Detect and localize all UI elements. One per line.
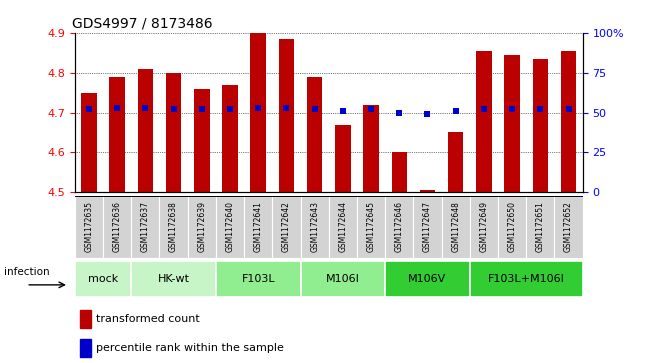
Bar xyxy=(279,39,294,192)
Text: GSM1172645: GSM1172645 xyxy=(367,201,376,252)
Bar xyxy=(75,196,103,258)
Bar xyxy=(109,77,125,192)
Bar xyxy=(505,55,520,192)
Bar xyxy=(385,196,413,258)
Bar xyxy=(385,261,470,297)
Bar xyxy=(80,310,91,328)
Bar xyxy=(476,50,492,192)
Bar xyxy=(470,196,498,258)
Text: GSM1172648: GSM1172648 xyxy=(451,201,460,252)
Bar xyxy=(132,196,159,258)
Bar xyxy=(75,261,132,297)
Bar xyxy=(194,89,210,192)
Bar xyxy=(159,196,187,258)
Text: GSM1172652: GSM1172652 xyxy=(564,201,573,252)
Bar xyxy=(132,261,216,297)
Point xyxy=(140,105,150,111)
Bar xyxy=(80,339,91,356)
Point xyxy=(450,108,461,114)
Point xyxy=(338,108,348,114)
Point xyxy=(563,106,574,112)
Text: M106I: M106I xyxy=(326,274,360,284)
Text: GSM1172639: GSM1172639 xyxy=(197,201,206,252)
Text: GSM1172647: GSM1172647 xyxy=(423,201,432,252)
Bar xyxy=(81,93,97,192)
Point xyxy=(197,106,207,112)
Point xyxy=(309,106,320,112)
Point xyxy=(422,111,433,117)
Text: mock: mock xyxy=(88,274,118,284)
Bar xyxy=(272,196,301,258)
Bar xyxy=(301,196,329,258)
Bar xyxy=(329,196,357,258)
Bar xyxy=(222,85,238,192)
Bar xyxy=(363,105,379,192)
Bar xyxy=(561,50,576,192)
Point xyxy=(253,105,264,111)
Bar xyxy=(357,196,385,258)
Bar xyxy=(307,77,322,192)
Point xyxy=(169,106,179,112)
Bar xyxy=(187,196,216,258)
Point xyxy=(366,106,376,112)
Bar xyxy=(166,73,182,192)
Bar xyxy=(498,196,526,258)
Point xyxy=(507,106,518,112)
Text: GSM1172650: GSM1172650 xyxy=(508,201,517,252)
Text: GSM1172644: GSM1172644 xyxy=(339,201,348,252)
Text: GSM1172635: GSM1172635 xyxy=(85,201,94,252)
Bar xyxy=(413,196,441,258)
Text: GSM1172638: GSM1172638 xyxy=(169,201,178,252)
Text: HK-wt: HK-wt xyxy=(158,274,189,284)
Text: GSM1172637: GSM1172637 xyxy=(141,201,150,252)
Text: GSM1172640: GSM1172640 xyxy=(225,201,234,252)
Text: transformed count: transformed count xyxy=(96,314,200,324)
Bar xyxy=(441,196,470,258)
Point xyxy=(281,105,292,111)
Point xyxy=(478,106,489,112)
Bar xyxy=(391,152,407,192)
Bar xyxy=(335,125,351,192)
Text: M106V: M106V xyxy=(408,274,447,284)
Text: GSM1172646: GSM1172646 xyxy=(395,201,404,252)
Text: GDS4997 / 8173486: GDS4997 / 8173486 xyxy=(72,16,213,30)
Bar xyxy=(448,132,464,192)
Bar xyxy=(244,196,272,258)
Text: percentile rank within the sample: percentile rank within the sample xyxy=(96,343,284,353)
Point xyxy=(394,110,404,115)
Text: infection: infection xyxy=(4,267,49,277)
Point xyxy=(112,105,122,111)
Text: GSM1172636: GSM1172636 xyxy=(113,201,122,252)
Bar xyxy=(216,261,301,297)
Bar xyxy=(555,196,583,258)
Bar xyxy=(216,196,244,258)
Text: GSM1172642: GSM1172642 xyxy=(282,201,291,252)
Point xyxy=(225,106,235,112)
Text: GSM1172651: GSM1172651 xyxy=(536,201,545,252)
Bar xyxy=(137,69,153,192)
Bar xyxy=(251,33,266,192)
Point xyxy=(84,106,94,112)
Text: F103L: F103L xyxy=(242,274,275,284)
Text: GSM1172641: GSM1172641 xyxy=(254,201,263,252)
Bar xyxy=(103,196,132,258)
Bar xyxy=(470,261,583,297)
Text: GSM1172649: GSM1172649 xyxy=(479,201,488,252)
Bar xyxy=(526,196,555,258)
Bar xyxy=(301,261,385,297)
Bar xyxy=(533,58,548,192)
Text: F103L+M106I: F103L+M106I xyxy=(488,274,564,284)
Point xyxy=(535,106,546,112)
Text: GSM1172643: GSM1172643 xyxy=(310,201,319,252)
Bar xyxy=(420,190,436,192)
